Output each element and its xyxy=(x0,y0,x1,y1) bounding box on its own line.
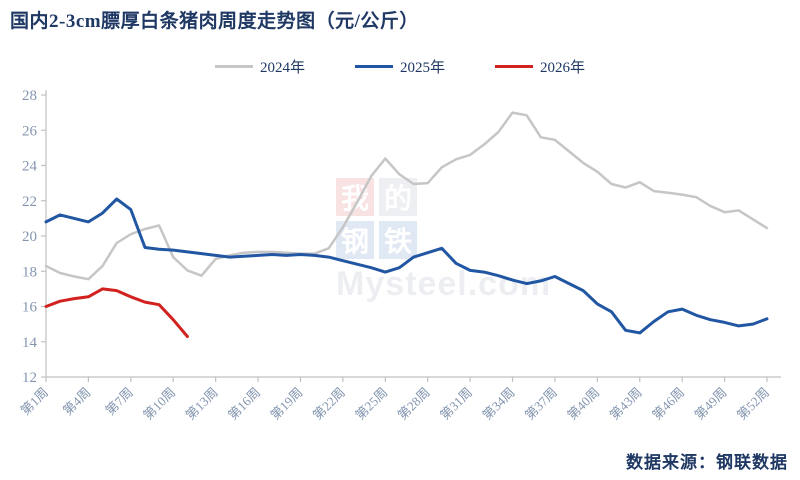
legend-line-2026-icon xyxy=(495,65,533,68)
watermark-char-2: 的 xyxy=(379,178,417,216)
y-tick-label: 26 xyxy=(22,123,38,139)
series-line-2025年 xyxy=(44,197,769,335)
legend-item-2026: 2026年 xyxy=(495,56,585,77)
axes xyxy=(41,90,781,382)
legend-label-2026: 2026年 xyxy=(540,60,586,76)
y-tick-label: 28 xyxy=(22,88,37,104)
x-tick-label: 第16周 xyxy=(225,385,263,423)
y-tick-label: 14 xyxy=(22,335,38,351)
x-tick-label: 第10周 xyxy=(140,385,178,423)
legend-label-2025: 2025年 xyxy=(399,60,445,76)
legend-line-2024-icon xyxy=(214,65,253,68)
x-tick-label: 第43周 xyxy=(607,385,645,423)
y-tick-label: 24 xyxy=(22,159,38,175)
x-tick-label: 第7周 xyxy=(102,385,136,419)
y-tick-label: 12 xyxy=(22,370,37,386)
y-axis-labels: 12 14 16 18 20 22 24 26 28 xyxy=(22,88,38,386)
mysteel-watermark: 我 的 钢 铁 Mysteel.com xyxy=(336,178,551,304)
y-tick-label: 18 xyxy=(22,264,37,280)
series-line-2026年 xyxy=(44,287,189,338)
x-tick-label: 第13周 xyxy=(183,385,221,423)
legend-line-2025-icon xyxy=(354,65,393,68)
x-tick-label: 第52周 xyxy=(734,385,772,423)
chart-title: 国内2-3cm膘厚白条猪肉周度走势图（元/公斤） xyxy=(10,11,419,32)
watermark-tiles: 我 的 钢 铁 xyxy=(336,178,417,259)
x-tick-label: 第34周 xyxy=(479,385,517,423)
series-line-2024年 xyxy=(44,111,769,281)
x-tick-label: 第37周 xyxy=(522,385,560,423)
x-axis-labels: 第1周 第4周 第7周 第10周 第13周 第16周 第19周 第22周 第25周 第28周 第31… xyxy=(18,385,773,423)
data-source-label: 数据来源：钢联数据 xyxy=(626,453,788,472)
x-tick-label: 第25周 xyxy=(352,385,390,423)
y-tick-label: 16 xyxy=(22,300,38,316)
x-tick-label: 第22周 xyxy=(310,385,348,423)
legend-label-2024: 2024年 xyxy=(259,60,305,76)
x-tick-label: 第46周 xyxy=(649,385,687,423)
x-tick-label: 第31周 xyxy=(437,385,475,423)
y-tick-label: 22 xyxy=(22,194,37,210)
x-tick-label: 第1周 xyxy=(18,385,52,419)
y-tick-label: 20 xyxy=(22,229,37,245)
x-tick-label: 第49周 xyxy=(692,385,730,423)
x-tick-label: 第40周 xyxy=(564,385,602,423)
x-tick-label: 第19周 xyxy=(267,385,305,423)
watermark-text: Mysteel.com xyxy=(336,265,552,303)
legend: 2024年 2025年 2026年 xyxy=(0,56,800,77)
x-tick-label: 第4周 xyxy=(60,385,94,419)
watermark-char-3: 钢 xyxy=(336,221,374,259)
x-tick-label: 第28周 xyxy=(395,385,433,423)
legend-item-2025: 2025年 xyxy=(354,56,445,77)
legend-item-2024: 2024年 xyxy=(214,56,305,77)
watermark-char-4: 铁 xyxy=(379,221,417,259)
